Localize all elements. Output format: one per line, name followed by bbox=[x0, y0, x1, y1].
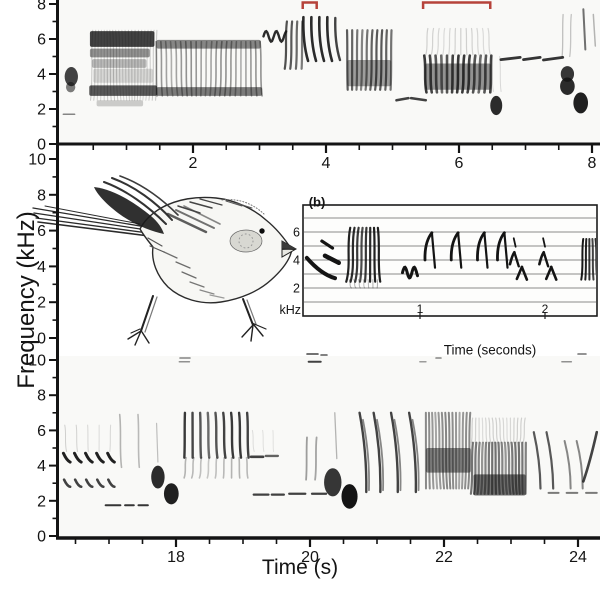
bottom-y-tick-label: 8 bbox=[37, 388, 46, 405]
bottom-marks bbox=[61, 360, 599, 509]
bottom-y-tick-label: 10 bbox=[28, 353, 46, 370]
bottom-y-tick-label: 2 bbox=[37, 493, 46, 510]
bottom-x-axis-title: Time (s) bbox=[261, 556, 339, 579]
middle-y-tick-label: 0 bbox=[37, 331, 46, 348]
top-x-tick-label: 8 bbox=[588, 155, 597, 172]
top-y-tick-label: 0 bbox=[37, 137, 46, 154]
middle-y-tick-label: 8 bbox=[37, 187, 46, 204]
middle-y-tick-label: 10 bbox=[28, 152, 46, 169]
top-y-tick-label: 4 bbox=[37, 67, 46, 84]
bottom-y-tick-label: 4 bbox=[37, 458, 46, 475]
inset-panel-label: (b) bbox=[308, 194, 326, 210]
top-x-tick-label: 2 bbox=[189, 155, 198, 172]
inset-y-tick-label: 2 bbox=[293, 282, 300, 296]
top-x-tick-label: 6 bbox=[455, 155, 464, 172]
bird-illustration bbox=[32, 175, 298, 346]
spectrogram-marks-layer bbox=[61, 8, 599, 509]
red-bracket-annotations bbox=[301, 1, 492, 9]
inset-sonogram-panel: 2 4 6 1 2 bbox=[293, 204, 598, 319]
bottom-y-tick-label: 0 bbox=[37, 529, 46, 546]
top-marks bbox=[62, 8, 597, 116]
bottom-x-tick-label: 24 bbox=[569, 549, 587, 566]
top-y-tick-label: 8 bbox=[37, 0, 46, 14]
bottom-x-tick-label: 22 bbox=[435, 549, 453, 566]
inset-x-axis-title: Time (seconds) bbox=[443, 342, 537, 358]
top-y-tick-label: 6 bbox=[37, 32, 46, 49]
middle-y-tick-label: 2 bbox=[37, 295, 46, 312]
bottom-x-tick-label: 18 bbox=[167, 549, 185, 566]
inset-y-tick-label: 6 bbox=[293, 226, 300, 240]
middle-y-tick-label: 4 bbox=[37, 259, 46, 276]
inset-x-tick-label: 1 bbox=[417, 302, 424, 316]
bottom-x-tick-label: 20 bbox=[301, 549, 319, 566]
bottom-panel-background bbox=[58, 356, 600, 537]
inset-marks bbox=[304, 226, 596, 289]
middle-y-tick-label: 6 bbox=[37, 223, 46, 240]
top-x-tick-label: 4 bbox=[322, 155, 331, 172]
top-panel-background bbox=[58, 0, 600, 143]
inset-x-tick-label: 2 bbox=[542, 302, 549, 316]
inset-y-tick-label: 4 bbox=[293, 254, 300, 268]
inset-unit-label: kHz bbox=[279, 303, 301, 317]
y-axis-title: Frequency (kHz) bbox=[13, 211, 40, 389]
top-y-tick-label: 2 bbox=[37, 102, 46, 119]
bottom-y-tick-label: 6 bbox=[37, 423, 46, 440]
